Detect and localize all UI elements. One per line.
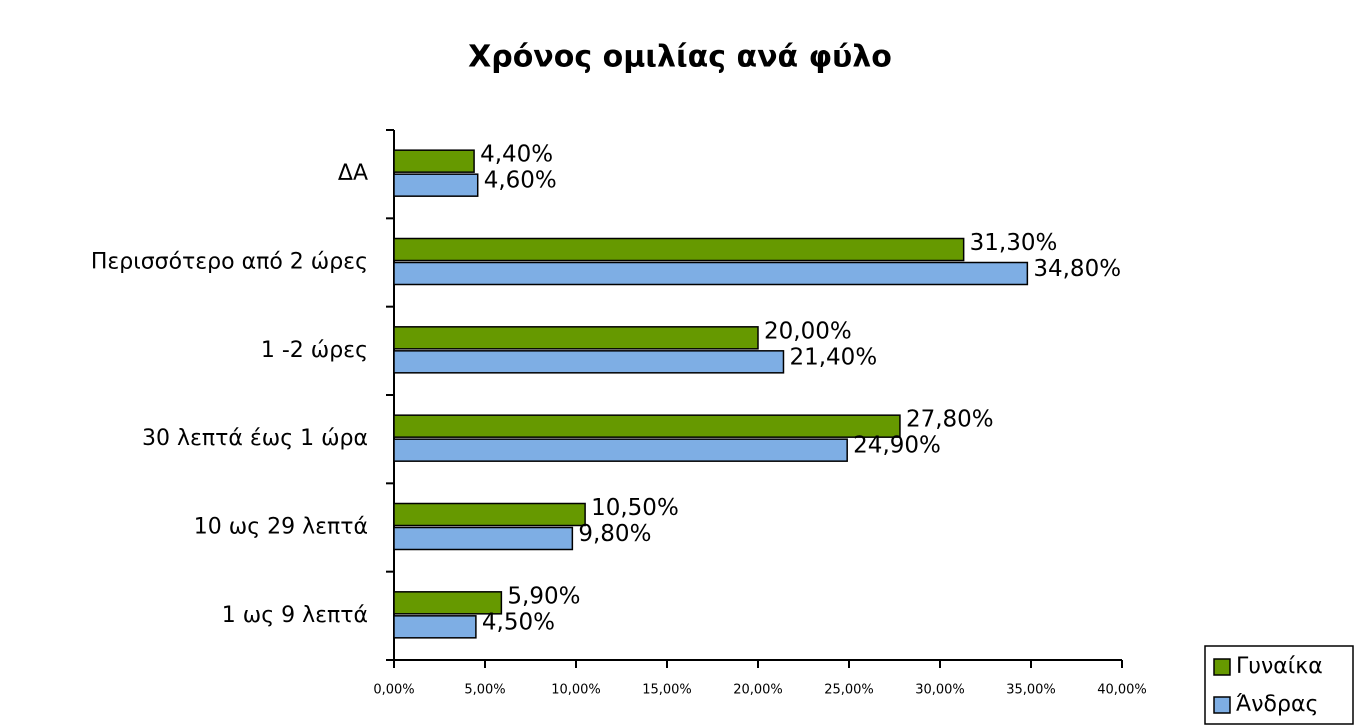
x-tick-label: 15,00% [642, 683, 692, 698]
y-tick-label: 10 ως 29 λεπτά [194, 515, 368, 540]
legend-swatch [1213, 696, 1231, 714]
y-tick-label: Περισσότερο από 2 ώρες [91, 250, 368, 275]
bar [393, 237, 965, 262]
x-tick-label: 30,00% [915, 683, 965, 698]
bar [393, 350, 785, 374]
data-label: 20,00% [764, 318, 852, 344]
y-tick-label: 1 -2 ώρες [261, 338, 368, 363]
x-tick-label: 0,00% [373, 683, 414, 698]
legend-label: Άνδρας [1236, 692, 1318, 717]
data-label: 5,90% [507, 583, 580, 609]
bar [393, 149, 475, 173]
data-label: 4,50% [482, 609, 555, 635]
x-tick-label: 40,00% [1097, 683, 1147, 698]
bar [393, 414, 901, 438]
data-label: 34,80% [1033, 256, 1121, 282]
data-label: 27,80% [906, 407, 994, 433]
y-tick-label: 30 λεπτά έως 1 ώρα [142, 426, 368, 451]
legend-swatch [1213, 658, 1231, 676]
data-label: 21,40% [789, 344, 877, 370]
data-label: 4,60% [484, 168, 557, 194]
bar [393, 591, 503, 615]
bar [393, 526, 574, 551]
data-label: 10,50% [591, 495, 679, 521]
x-tick-label: 10,00% [551, 683, 601, 698]
x-tick-label: 5,00% [464, 683, 505, 698]
x-tick-label: 35,00% [1006, 683, 1056, 698]
x-tick-label: 20,00% [733, 683, 783, 698]
bar [393, 326, 759, 350]
data-label: 24,90% [853, 433, 941, 459]
bar [393, 438, 848, 462]
bar [393, 261, 1029, 286]
y-tick-label: 1 ως 9 λεπτά [222, 603, 368, 628]
bar [393, 502, 586, 527]
x-tick-label: 25,00% [824, 683, 874, 698]
legend-label: Γυναίκα [1236, 654, 1323, 679]
data-label: 9,80% [578, 521, 651, 547]
data-label: 31,30% [970, 230, 1058, 256]
y-tick-label: ΔΑ [338, 161, 368, 186]
data-label: 4,40% [480, 142, 553, 168]
bar [393, 615, 477, 639]
chart-title: Χρόνος ομιλίας ανά φύλο [468, 40, 892, 75]
bar [393, 173, 479, 197]
